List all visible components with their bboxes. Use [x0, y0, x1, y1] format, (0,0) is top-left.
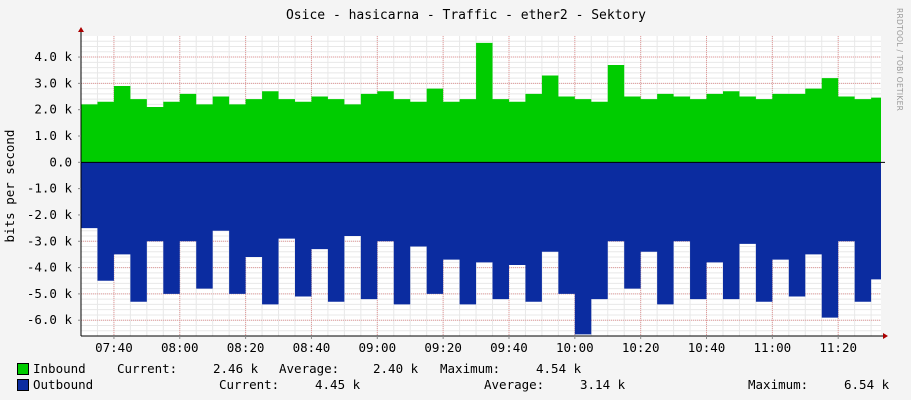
x-tick-label: 09:00: [358, 340, 396, 355]
inbound-current-label: Current:: [117, 361, 178, 376]
y-axis-arrow: [78, 27, 84, 32]
inbound-maximum-label: Maximum:: [440, 361, 501, 376]
outbound-swatch: [17, 379, 29, 391]
chart-title: Osice - hasicarna - Traffic - ether2 - S…: [286, 8, 646, 23]
y-tick-label: -5.0 k: [27, 286, 73, 301]
x-tick-label: 10:20: [622, 340, 660, 355]
x-axis-arrow: [883, 333, 888, 339]
y-tick-label: -6.0 k: [27, 312, 73, 327]
tick-labels: 4.0 k 3.0 k 2.0 k 1.0 k 0.0 -1.0 k -2.0 k -3.0 …: [27, 49, 857, 355]
inbound-average-label: Average:: [279, 361, 340, 376]
inbound-maximum-value: 4.54 k: [536, 361, 582, 376]
axes: [78, 27, 888, 339]
x-tick-label: 08:00: [161, 340, 199, 355]
y-tick-label: 2.0 k: [34, 102, 72, 117]
outbound-current-label: Current:: [219, 377, 280, 392]
x-tick-label: 08:20: [227, 340, 265, 355]
x-tick-label: 11:00: [754, 340, 792, 355]
y-tick-label: -3.0 k: [27, 233, 73, 248]
x-tick-label: 07:40: [95, 340, 133, 355]
rrdtool-credit: RRDTOOL / TOBI OETIKER: [895, 8, 904, 112]
y-tick-label: 1.0 k: [34, 128, 72, 143]
outbound-label: Outbound: [33, 377, 94, 392]
traffic-chart: Osice - hasicarna - Traffic - ether2 - S…: [2, 8, 888, 355]
y-tick-label: 0.0: [49, 154, 72, 169]
x-tick-label: 10:00: [556, 340, 594, 355]
x-tick-label: 09:40: [490, 340, 528, 355]
outbound-average-label: Average:: [484, 377, 545, 392]
series-areas: [81, 42, 881, 335]
y-tick-label: 4.0 k: [34, 49, 72, 64]
y-axis-label: bits per second: [2, 130, 17, 243]
inbound-area: [81, 42, 881, 163]
x-tick-label: 08:40: [293, 340, 331, 355]
inbound-swatch: [17, 363, 29, 375]
inbound-label: Inbound: [33, 361, 86, 376]
x-tick-label: 10:40: [688, 340, 726, 355]
y-tick-label: -1.0 k: [27, 181, 73, 196]
x-tick-label: 11:20: [819, 340, 857, 355]
outbound-area: [81, 162, 881, 335]
outbound-average-value: 3.14 k: [580, 377, 626, 392]
y-tick-label: -4.0 k: [27, 260, 73, 275]
y-tick-label: -2.0 k: [27, 207, 73, 222]
outbound-maximum-value: 6.54 k: [844, 377, 890, 392]
outbound-maximum-label: Maximum:: [748, 377, 809, 392]
inbound-average-value: 2.40 k: [373, 361, 419, 376]
outbound-current-value: 4.45 k: [315, 377, 361, 392]
y-tick-label: 3.0 k: [34, 75, 72, 90]
x-tick-label: 09:20: [424, 340, 462, 355]
inbound-current-value: 2.46 k: [213, 361, 259, 376]
